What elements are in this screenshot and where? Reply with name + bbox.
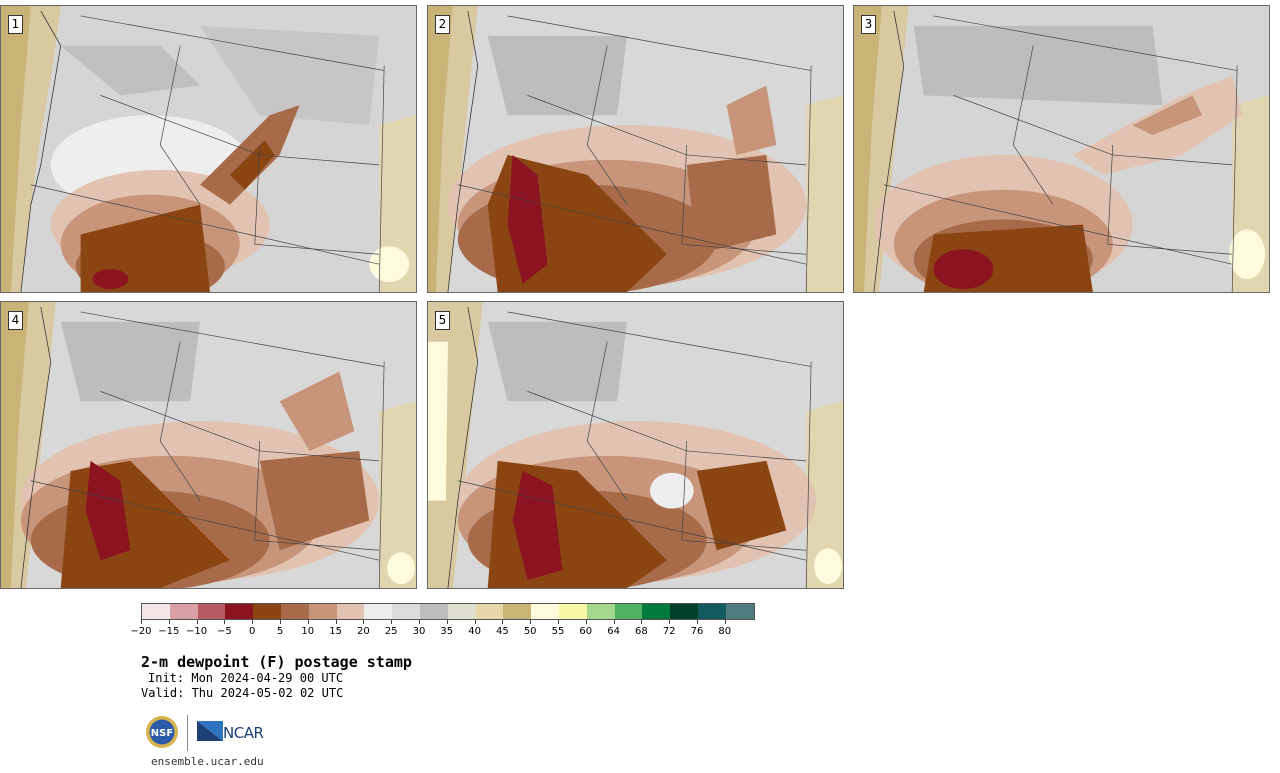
colorbar-swatch — [280, 604, 309, 619]
colorbar-tick-mark — [669, 620, 671, 624]
colorbar-tick-label: 76 — [690, 626, 704, 637]
colorbar-tick-label: 0 — [249, 626, 256, 637]
colorbar-tick-label: 25 — [384, 626, 398, 637]
logo-divider — [187, 715, 188, 751]
dewpoint-map-5 — [428, 302, 843, 588]
colorbar-tick-label: 50 — [523, 626, 537, 637]
colorbar-tick-label: 72 — [662, 626, 676, 637]
colorbar-swatch — [197, 604, 226, 619]
colorbar-tick-mark — [558, 620, 559, 624]
colorbar-tick-label: 10 — [301, 626, 315, 637]
colorbar-swatch — [558, 604, 587, 619]
colorbar-tick-mark — [724, 620, 726, 624]
colorbar-tick-mark — [474, 620, 476, 624]
colorbar-tick-label: 60 — [579, 626, 593, 637]
colorbar-tick-mark — [419, 620, 420, 624]
dewpoint-map-4 — [1, 302, 416, 588]
colorbar-swatch — [142, 604, 170, 619]
colorbar-tick-mark — [141, 620, 142, 624]
stamp-panel-5: 5 — [427, 301, 844, 589]
colorbar-tick-label: 35 — [440, 626, 454, 637]
colorbar-tick-label: 5 — [276, 626, 284, 637]
chart-title: 2-m dewpoint (F) postage stamp — [141, 653, 412, 671]
colorbar-tick-mark — [224, 620, 226, 624]
panel-number: 2 — [435, 15, 450, 34]
colorbar-tick-label: −20 — [130, 626, 152, 637]
colorbar-tick-mark — [613, 620, 615, 624]
panel-number: 4 — [8, 311, 23, 330]
dewpoint-map-1 — [1, 6, 416, 292]
colorbar-tick-mark — [280, 620, 281, 624]
colorbar-tick-mark — [196, 620, 198, 624]
ncar-wordmark: NCAR — [223, 724, 264, 742]
colorbar-tick-mark — [641, 620, 643, 624]
dewpoint-map-2 — [428, 6, 843, 292]
colorbar-swatch — [475, 604, 504, 619]
stamp-panel-1: 1 — [0, 5, 417, 293]
colorbar-ticks: −20 −15 −10 −5 0 5 10 15 20 25 30 35 40 45 50 55 60 64 68 7… — [130, 620, 781, 640]
colorbar-swatch — [336, 604, 365, 619]
colorbar-tick-mark — [363, 620, 365, 624]
colorbar-tick-label: −5 — [217, 626, 232, 637]
colorbar-swatch — [308, 604, 337, 619]
colorbar-tick-label: −10 — [186, 626, 208, 637]
colorbar-tick-mark — [335, 620, 337, 624]
ncar-logo-icon — [197, 721, 223, 741]
stamp-panel-4: 4 — [0, 301, 417, 589]
nsf-logo-icon: NSF — [146, 716, 178, 748]
colorbar-tick-mark — [446, 620, 448, 624]
site-url: ensemble.ucar.edu — [151, 755, 264, 768]
colorbar-tick-label: −15 — [158, 626, 180, 637]
stamp-panel-2: 2 — [427, 5, 844, 293]
colorbar-tick-label: 80 — [718, 626, 732, 637]
colorbar-swatch — [169, 604, 198, 619]
colorbar-tick-mark — [585, 620, 587, 624]
colorbar-tick-mark — [391, 620, 393, 624]
valid-time: Valid: Thu 2024-05-02 02 UTC — [141, 686, 344, 700]
colorbar-tick-label: 68 — [635, 626, 648, 637]
colorbar-tick-mark — [307, 620, 309, 624]
colorbar-tick-mark — [697, 620, 698, 624]
colorbar-tick-mark — [252, 620, 254, 624]
colorbar-swatch — [225, 604, 254, 619]
colorbar-swatch — [531, 604, 559, 619]
colorbar-tick-label: 30 — [412, 626, 426, 637]
colorbar-tick-label: 64 — [607, 626, 620, 637]
panel-number: 5 — [435, 311, 450, 330]
colorbar-swatch — [642, 604, 671, 619]
panel-number: 3 — [861, 15, 876, 34]
colorbar-tick-mark — [502, 620, 504, 624]
colorbar-tick-mark — [530, 620, 532, 624]
colorbar-tick-label: 15 — [329, 626, 342, 637]
colorbar-swatch — [503, 604, 532, 619]
dewpoint-map-3 — [854, 6, 1269, 292]
colorbar-swatch — [614, 604, 643, 619]
panel-number: 1 — [8, 15, 23, 34]
colorbar-swatch — [586, 604, 615, 619]
dewpoint-colorbar — [141, 603, 755, 620]
colorbar-swatch — [447, 604, 476, 619]
colorbar-swatch — [253, 604, 281, 619]
colorbar-tick-label: 45 — [496, 626, 509, 637]
stamp-panel-3: 3 — [853, 5, 1270, 293]
colorbar-tick-label: 40 — [468, 626, 481, 637]
init-time: Init: Mon 2024-04-29 00 UTC — [148, 671, 344, 685]
svg-text:NSF: NSF — [151, 728, 173, 739]
colorbar-tick-label: 55 — [551, 626, 565, 637]
colorbar-swatch — [725, 604, 754, 619]
colorbar-swatch — [419, 604, 448, 619]
colorbar-swatch — [392, 604, 420, 619]
colorbar-swatch — [697, 604, 726, 619]
colorbar-tick-label: 20 — [357, 626, 370, 637]
colorbar-tick-mark — [168, 620, 170, 624]
colorbar-swatch — [364, 604, 393, 619]
colorbar-swatch — [670, 604, 698, 619]
logos: NSF NCAR — [145, 713, 285, 753]
